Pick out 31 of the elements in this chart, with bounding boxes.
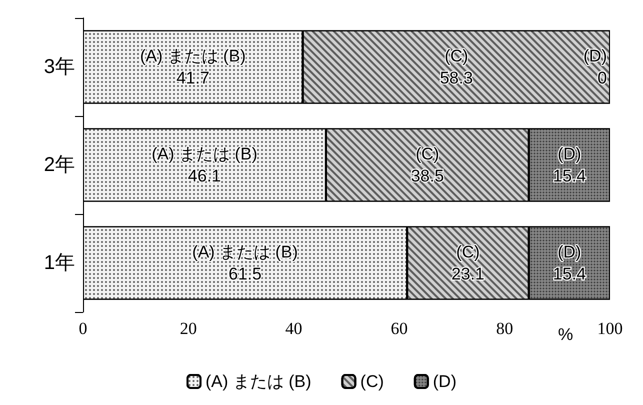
text: (C) (416, 144, 440, 164)
legend-label: (D) (432, 372, 456, 391)
x-axis-title: % (558, 325, 574, 344)
y-tick-label: 3年 (44, 56, 75, 78)
text: (D) (558, 242, 582, 262)
data-label: 15.4 (552, 166, 586, 186)
data-label: 46.1 (188, 166, 222, 186)
text: (D) (558, 144, 582, 164)
text: (C) (444, 46, 468, 66)
x-tick-label: 80 (496, 319, 514, 338)
text: (D) (583, 46, 607, 66)
text: (A) または (B) (192, 242, 298, 262)
x-tick-label: 20 (180, 319, 197, 338)
y-tick-label: 1年 (44, 252, 75, 274)
x-tick-label: 100 (597, 319, 623, 338)
text: (C) (456, 242, 480, 262)
y-tick-label: 2年 (44, 154, 75, 176)
data-label: 23.1 (451, 264, 485, 284)
legend-label: (C) (360, 372, 384, 391)
data-label: 0 (598, 68, 607, 88)
text: (A) または (B) (152, 144, 258, 164)
data-label: 41.7 (176, 68, 210, 88)
data-label: 58.3 (440, 68, 473, 88)
text: (A) または (B) (140, 46, 246, 66)
data-label: 15.4 (552, 264, 586, 284)
x-tick-label: 60 (390, 319, 408, 338)
x-tick-label: 0 (78, 319, 88, 338)
legend-label: (A) または (B) (206, 372, 312, 391)
data-label: 61.5 (228, 264, 262, 284)
x-tick-label: 40 (285, 319, 302, 338)
data-label: 38.5 (410, 166, 444, 186)
